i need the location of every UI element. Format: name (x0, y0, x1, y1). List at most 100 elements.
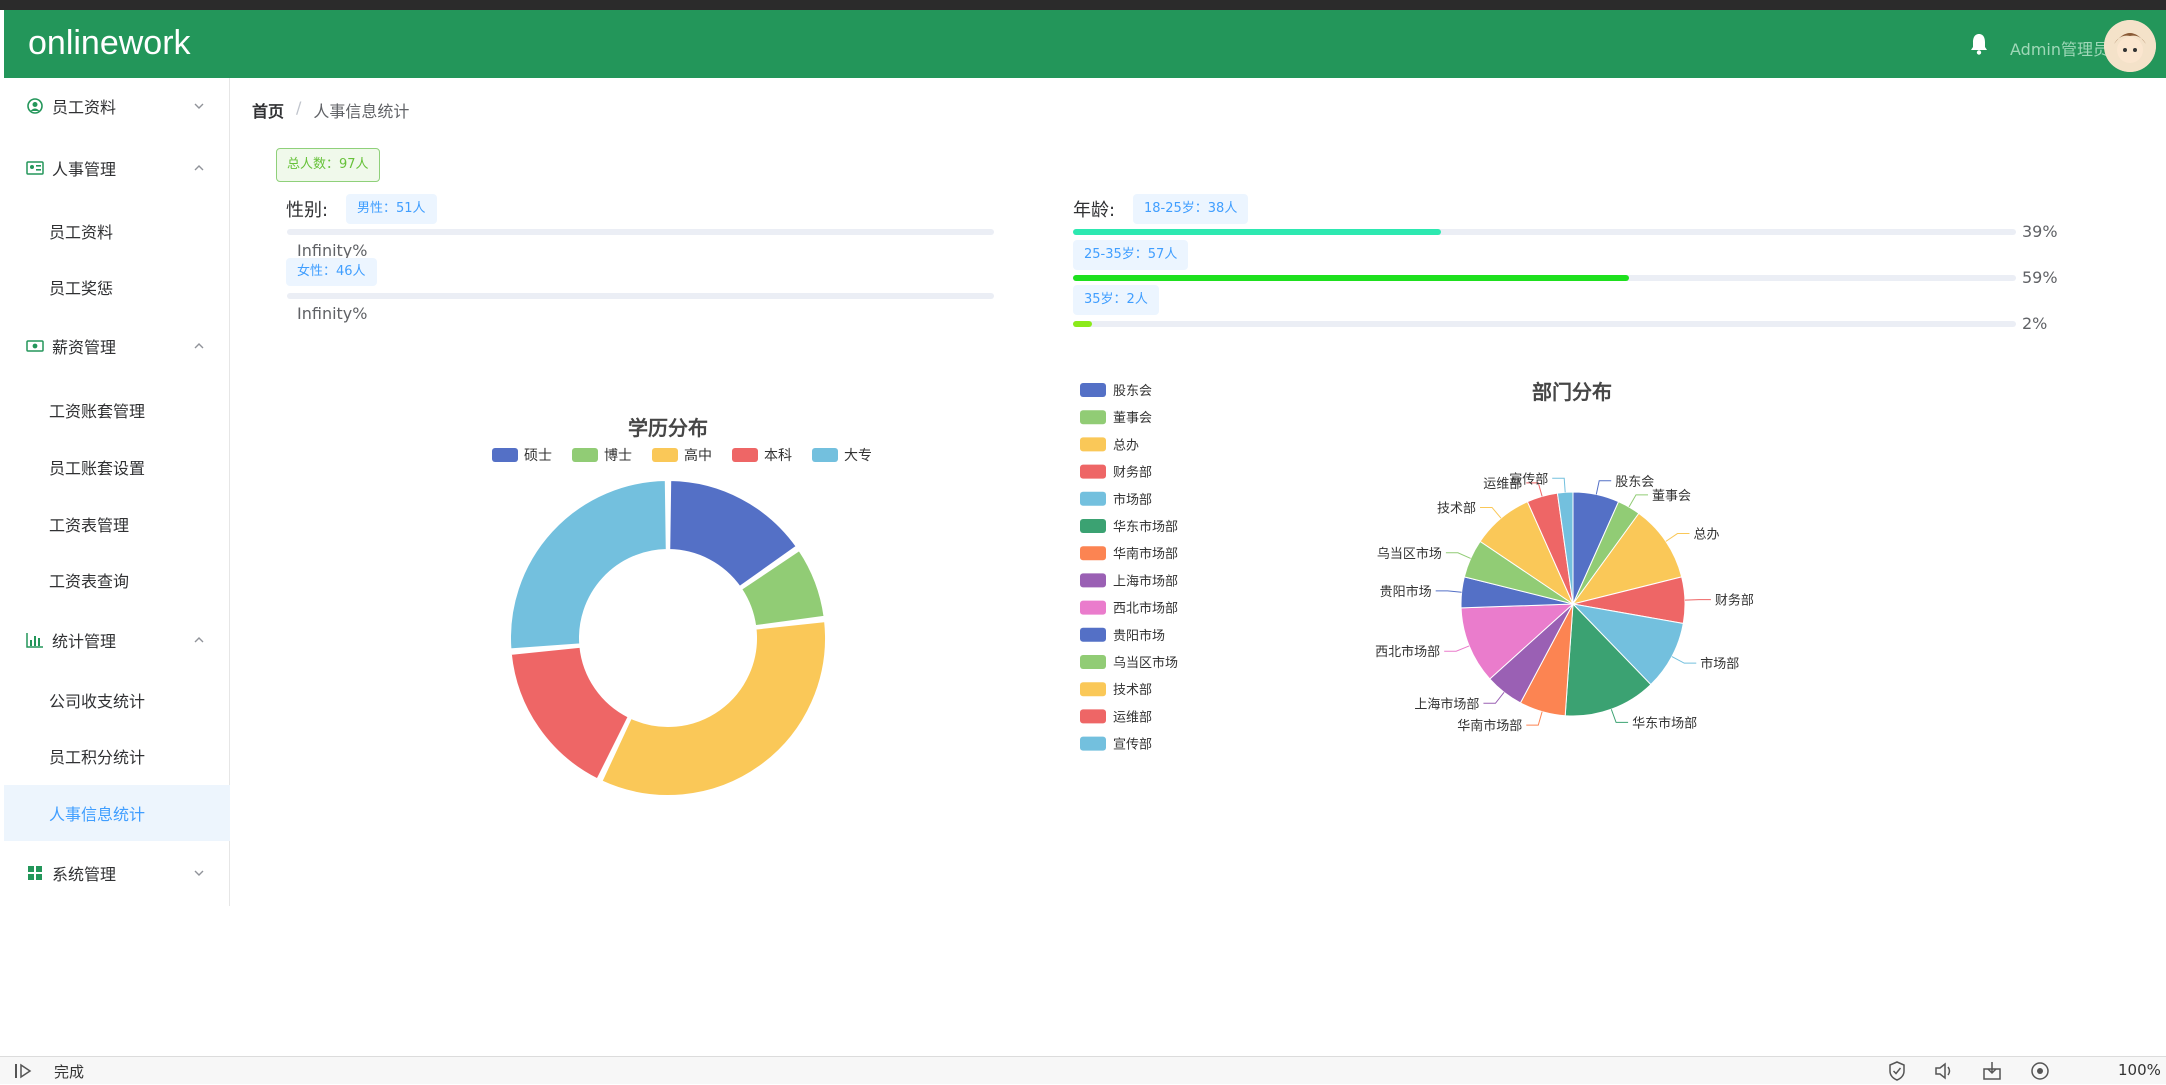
legend-swatch[interactable] (1080, 492, 1106, 506)
chevron-up-icon (192, 338, 206, 352)
sidebar-group-label: 员工资料 (52, 94, 116, 118)
legend-label[interactable]: 运维部 (1113, 710, 1152, 725)
label-line (1483, 692, 1504, 703)
legend-label[interactable]: 博士 (604, 447, 632, 464)
department-chart: 部门分布股东会董事会总办财务部市场部华东市场部华南市场部上海市场部西北市场部贵阳… (1070, 370, 1790, 770)
sidebar-item-employee-info[interactable]: 员工资料 (4, 203, 230, 259)
legend-swatch[interactable] (1080, 655, 1106, 669)
legend-swatch[interactable] (1080, 437, 1106, 451)
legend-swatch[interactable] (1080, 383, 1106, 397)
sidebar-item-rewards[interactable]: 员工奖惩 (4, 259, 230, 315)
sidebar-item-personnel-stats[interactable]: 人事信息统计 (4, 785, 230, 841)
zoom-icon[interactable] (2030, 1061, 2050, 1085)
label-line (1666, 534, 1690, 542)
legend-swatch[interactable] (1080, 601, 1106, 615)
label-line (1672, 657, 1696, 664)
legend-label[interactable]: 董事会 (1113, 411, 1152, 426)
chart-title: 学历分布 (628, 416, 708, 440)
legend-swatch[interactable] (732, 448, 758, 462)
donut-slice[interactable] (601, 621, 826, 796)
slice-label: 宣传部 (1509, 471, 1548, 487)
sidebar-group-system[interactable]: 系统管理 (4, 845, 230, 901)
legend-label[interactable]: 技术部 (1113, 683, 1152, 698)
legend-swatch[interactable] (1080, 709, 1106, 723)
label-line (1611, 709, 1628, 722)
legend-swatch[interactable] (812, 448, 838, 462)
legend-label[interactable]: 上海市场部 (1113, 573, 1178, 589)
legend-label[interactable]: 本科 (764, 448, 792, 464)
legend-swatch[interactable] (492, 448, 518, 462)
legend-swatch[interactable] (1080, 546, 1106, 560)
age-18-25-bar (1073, 229, 2016, 235)
legend-swatch[interactable] (1080, 682, 1106, 696)
sidebar-group-employee[interactable]: 员工资料 (4, 78, 230, 134)
donut-slice[interactable] (510, 480, 667, 649)
age-25-35-percent: 59% (2022, 268, 2058, 287)
breadcrumb-current: 人事信息统计 (313, 98, 409, 122)
chevron-down-icon (192, 865, 206, 879)
legend-label[interactable]: 股东会 (1113, 384, 1152, 399)
legend-swatch[interactable] (1080, 410, 1106, 424)
chevron-up-icon (192, 632, 206, 646)
sidebar-toggle-icon[interactable] (14, 1062, 34, 1084)
sidebar-item-employee-set[interactable]: 员工账套设置 (4, 439, 230, 495)
chevron-up-icon (192, 160, 206, 174)
sidebar-group-salary[interactable]: 薪资管理 (4, 318, 230, 374)
user-name[interactable]: Admin管理员 (2010, 36, 2109, 60)
age-25-35-tag: 25-35岁：57人 (1073, 240, 1188, 270)
legend-label[interactable]: 西北市场部 (1113, 601, 1178, 617)
slice-label: 华东市场部 (1632, 715, 1697, 731)
age-18-25-percent: 39% (2022, 222, 2058, 241)
breadcrumb-separator: / (296, 98, 301, 122)
legend-swatch[interactable] (1080, 737, 1106, 751)
legend-swatch[interactable] (572, 448, 598, 462)
zoom-level[interactable]: 100% (2118, 1061, 2161, 1079)
legend-label[interactable]: 市场部 (1113, 492, 1152, 508)
sidebar-item-salary-query[interactable]: 工资表查询 (4, 552, 230, 608)
sidebar-item-salary-set[interactable]: 工资账套管理 (4, 382, 230, 438)
bell-icon[interactable] (1968, 32, 1990, 56)
legend-swatch[interactable] (1080, 573, 1106, 587)
gender-label: 性别: (286, 196, 328, 222)
sidebar-item-finance-stats[interactable]: 公司收支统计 (4, 672, 230, 728)
legend-swatch[interactable] (1080, 519, 1106, 533)
legend-label[interactable]: 华南市场部 (1113, 546, 1178, 562)
legend-swatch[interactable] (652, 448, 678, 462)
legend-label[interactable]: 硕士 (524, 448, 552, 464)
legend-label[interactable]: 宣传部 (1113, 737, 1152, 753)
legend-swatch[interactable] (1080, 628, 1106, 642)
legend-label[interactable]: 华东市场部 (1113, 519, 1178, 535)
status-text: 完成 (54, 1061, 84, 1082)
label-line (1552, 478, 1565, 492)
sidebar-group-personnel[interactable]: 人事管理 (4, 140, 230, 196)
legend-label[interactable]: 大专 (844, 448, 872, 464)
age-35-tag: 35岁：2人 (1073, 285, 1159, 315)
age-18-25-tag: 18-25岁：38人 (1133, 194, 1248, 224)
legend-swatch[interactable] (1080, 465, 1106, 479)
slice-label: 贵阳市场 (1380, 584, 1432, 600)
sidebar-group-label: 人事管理 (52, 156, 116, 180)
app-logo[interactable]: onlinework (28, 24, 191, 63)
id-card-icon (26, 160, 44, 176)
legend-label[interactable]: 贵阳市场 (1113, 628, 1165, 644)
sidebar-group-statistics[interactable]: 统计管理 (4, 612, 230, 668)
sidebar-item-points-stats[interactable]: 员工积分统计 (4, 728, 230, 784)
status-bar: 完成 100% (0, 1056, 2166, 1084)
age-25-35-bar (1073, 275, 2016, 281)
slice-label: 董事会 (1652, 489, 1691, 504)
legend-label[interactable]: 乌当区市场 (1113, 655, 1178, 671)
total-count-tag: 总人数：97人 (276, 148, 380, 182)
breadcrumb-home[interactable]: 首页 (252, 98, 284, 122)
label-line (1526, 712, 1542, 725)
avatar[interactable] (2104, 20, 2156, 72)
shield-icon[interactable] (1888, 1061, 1906, 1085)
sidebar-item-salary-table[interactable]: 工资表管理 (4, 496, 230, 552)
slice-label: 市场部 (1700, 656, 1739, 672)
age-25-35-bar-fill (1073, 275, 1629, 281)
legend-label[interactable]: 高中 (684, 447, 712, 464)
legend-label[interactable]: 财务部 (1113, 465, 1152, 481)
speaker-icon[interactable] (1934, 1061, 1954, 1085)
legend-label[interactable]: 总办 (1113, 438, 1139, 453)
download-icon[interactable] (1982, 1061, 2002, 1085)
windows-icon (26, 865, 44, 881)
